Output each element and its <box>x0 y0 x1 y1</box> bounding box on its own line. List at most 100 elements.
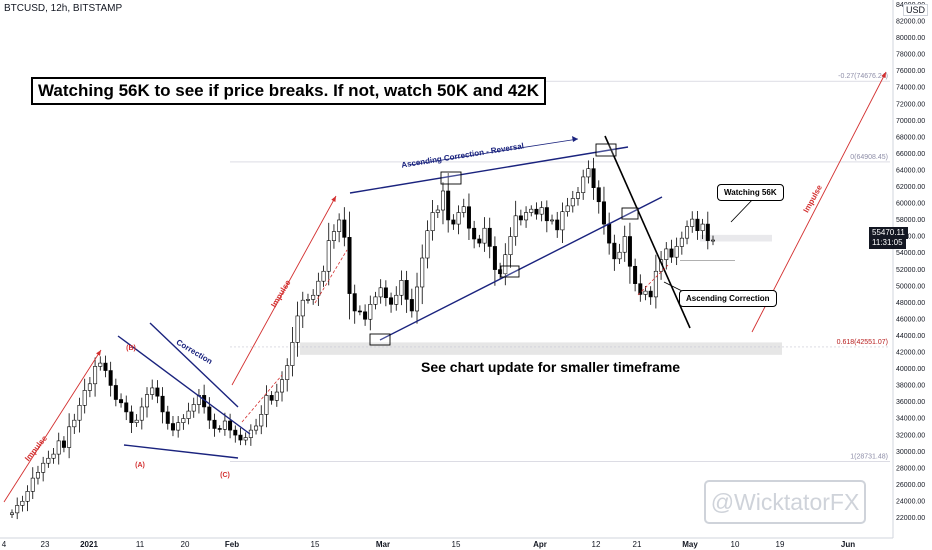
candle-body <box>186 410 191 419</box>
candle-body <box>352 293 357 312</box>
candle-body <box>617 251 622 260</box>
candle-body <box>586 168 591 178</box>
x-tick-label: Apr <box>533 540 547 549</box>
y-tick-label: 30000.00 <box>896 449 925 456</box>
y-tick-label: 38000.00 <box>896 383 925 390</box>
candle-body <box>10 512 15 515</box>
candle-body <box>622 236 627 253</box>
candle-body <box>285 365 290 380</box>
candle-body <box>191 404 196 412</box>
candle-body <box>264 395 269 415</box>
candle-body <box>113 385 118 400</box>
candle-body <box>466 206 471 229</box>
candle-body <box>664 248 669 260</box>
y-tick-label: 48000.00 <box>896 300 925 307</box>
candle-body <box>326 240 331 272</box>
x-tick-label: 19 <box>776 540 785 549</box>
pivot-box <box>621 207 639 220</box>
y-tick-label: 70000.00 <box>896 118 925 125</box>
candle-body <box>368 304 373 320</box>
x-tick-label: 11 <box>136 540 145 549</box>
candle-body <box>607 223 612 244</box>
candle-body <box>508 236 513 256</box>
candle-body <box>25 491 30 502</box>
y-tick-label: 78000.00 <box>896 52 925 59</box>
y-tick-label: 54000.00 <box>896 250 925 257</box>
candle-body <box>685 226 690 239</box>
candle-body <box>591 168 596 188</box>
candle-body <box>269 395 274 401</box>
y-tick-label: 56000.00 <box>896 234 925 241</box>
wave-annotation: Impulse <box>23 433 49 463</box>
candle-body <box>228 420 233 431</box>
candle-body <box>311 294 316 300</box>
candle-body <box>300 299 305 317</box>
candle-body <box>394 294 399 305</box>
candle-body <box>570 198 575 207</box>
candle-body <box>710 239 715 242</box>
candle-body <box>513 215 518 237</box>
arrow-head <box>572 136 578 142</box>
y-tick-label: 62000.00 <box>896 184 925 191</box>
candle-body <box>700 223 705 232</box>
author-watermark: @WicktatorFX <box>704 480 866 524</box>
y-tick-label: 32000.00 <box>896 432 925 439</box>
currency-label[interactable]: USD <box>903 4 929 16</box>
x-tick-label: 23 <box>41 540 50 549</box>
candle-body <box>181 418 186 423</box>
x-tick-label: 10 <box>731 540 740 549</box>
y-tick-label: 68000.00 <box>896 134 925 141</box>
candle-body <box>119 399 124 404</box>
candle-body <box>15 505 20 514</box>
candle-body <box>207 406 212 421</box>
candle-body <box>259 414 264 427</box>
candle-body <box>373 296 378 305</box>
candle-body <box>674 246 679 258</box>
candle-body <box>472 227 477 240</box>
symbol-header: BTCUSD, 12h, BITSTAMP <box>4 3 123 14</box>
y-tick-label: 72000.00 <box>896 101 925 108</box>
wave-annotation: Impulse <box>269 278 293 309</box>
wave-label: (B) <box>126 345 136 352</box>
countdown-tag: 11:31:05 <box>869 237 906 249</box>
x-tick-label: 2021 <box>80 540 98 549</box>
candle-body <box>160 395 165 413</box>
x-tick-label: 12 <box>592 540 601 549</box>
candle-body <box>487 227 492 247</box>
x-tick-label: 20 <box>181 540 190 549</box>
pivot-box <box>369 333 391 346</box>
pivot-box <box>440 171 462 185</box>
candle-body <box>222 420 227 430</box>
arrow-head <box>96 350 101 356</box>
candle-body <box>524 212 529 221</box>
candle-body <box>72 419 77 428</box>
y-tick-label: 22000.00 <box>896 515 925 522</box>
candle-body <box>290 342 295 366</box>
candle-body <box>612 242 617 260</box>
candle-body <box>176 422 181 431</box>
y-tick-label: 46000.00 <box>896 316 925 323</box>
candle-body <box>337 219 342 232</box>
x-tick-label: Feb <box>225 540 239 549</box>
candle-body <box>145 394 150 408</box>
candle-body <box>280 379 285 393</box>
arrow-head <box>881 72 886 78</box>
y-tick-label: 44000.00 <box>896 333 925 340</box>
candle-body <box>342 219 347 238</box>
candle-body <box>103 362 108 371</box>
x-tick-label: May <box>682 540 698 549</box>
y-tick-label: 58000.00 <box>896 217 925 224</box>
y-tick-label: 28000.00 <box>896 465 925 472</box>
x-tick-label: Mar <box>376 540 390 549</box>
candle-body <box>129 411 134 423</box>
candle-body <box>430 212 435 232</box>
pivot-box <box>595 143 617 157</box>
candle-body <box>653 270 658 298</box>
fib-label: -0.27(74676.24) <box>838 73 888 80</box>
candle-body <box>150 387 155 395</box>
callout-pointer <box>730 196 756 223</box>
candle-body <box>383 287 388 299</box>
candle-body <box>20 500 25 506</box>
